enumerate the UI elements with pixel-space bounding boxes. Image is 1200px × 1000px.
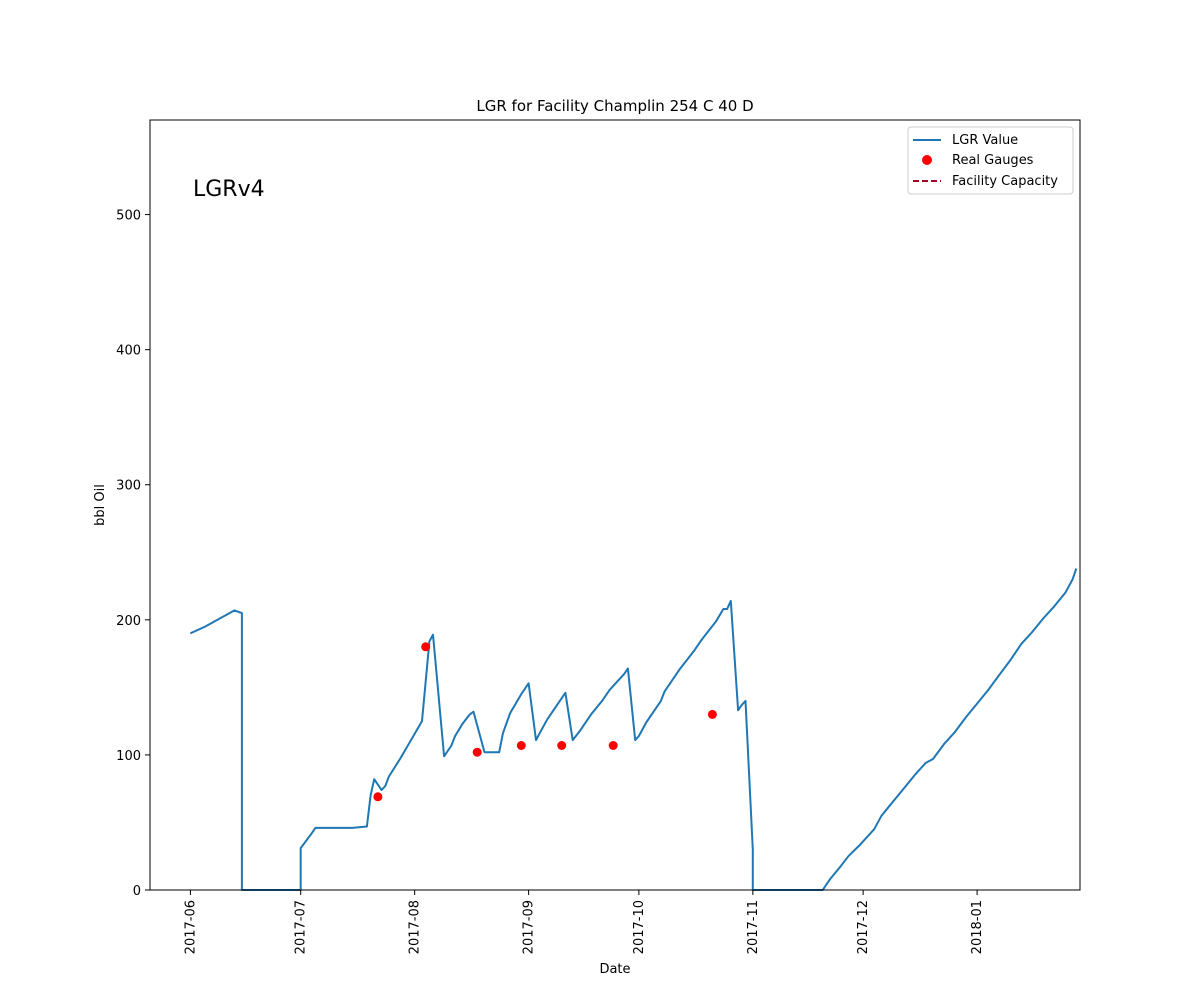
legend-label-facility-capacity: Facility Capacity xyxy=(952,174,1058,189)
data-point-real-gauges xyxy=(421,642,431,652)
x-tick-label: 2017-10 xyxy=(632,900,647,954)
data-point-real-gauges xyxy=(557,741,567,750)
chart-title: LGR for Facility Champlin 254 C 40 D xyxy=(476,97,753,115)
y-tick-label: 0 xyxy=(133,884,141,899)
x-tick-label: 2017-08 xyxy=(408,900,423,954)
x-tick-label: 2017-11 xyxy=(746,900,761,954)
legend-marker-real-gauges xyxy=(922,155,932,165)
plot-frame xyxy=(149,119,1081,891)
y-axis-ticks: 0 100 200 300 400 500 xyxy=(116,209,150,899)
y-axis-label: bbl Oil xyxy=(93,484,108,526)
data-point-real-gauges xyxy=(608,741,618,750)
x-tick-label: 2018-01 xyxy=(970,900,985,954)
legend: LGR Value Real Gauges Facility Capacity xyxy=(907,126,1074,195)
plot-area xyxy=(189,568,1078,891)
legend-label-lgr-value: LGR Value xyxy=(952,133,1018,148)
data-point-real-gauges xyxy=(707,709,717,719)
x-tick-label: 2017-07 xyxy=(294,900,309,954)
x-axis-label: Date xyxy=(599,962,630,977)
data-point-real-gauges xyxy=(472,747,482,757)
data-point-real-gauges xyxy=(516,741,526,750)
y-tick-label: 100 xyxy=(116,749,141,764)
y-tick-label: 400 xyxy=(116,344,141,359)
x-tick-label: 2017-06 xyxy=(183,900,198,954)
data-point-real-gauges xyxy=(373,792,383,802)
y-tick-label: 200 xyxy=(116,614,141,629)
series-line-lgr-value xyxy=(189,568,1078,891)
x-tick-label: 2017-09 xyxy=(522,900,537,954)
legend-box xyxy=(907,126,1074,195)
legend-label-real-gauges: Real Gauges xyxy=(952,153,1034,168)
model-annotation: LGRv4 xyxy=(193,177,265,202)
x-axis-ticks: 2017-06 2017-07 2017-08 2017-09 2017-10 2017-… xyxy=(183,890,985,954)
y-tick-label: 500 xyxy=(116,209,141,224)
x-tick-label: 2017-12 xyxy=(856,900,871,954)
y-tick-label: 300 xyxy=(116,479,141,494)
